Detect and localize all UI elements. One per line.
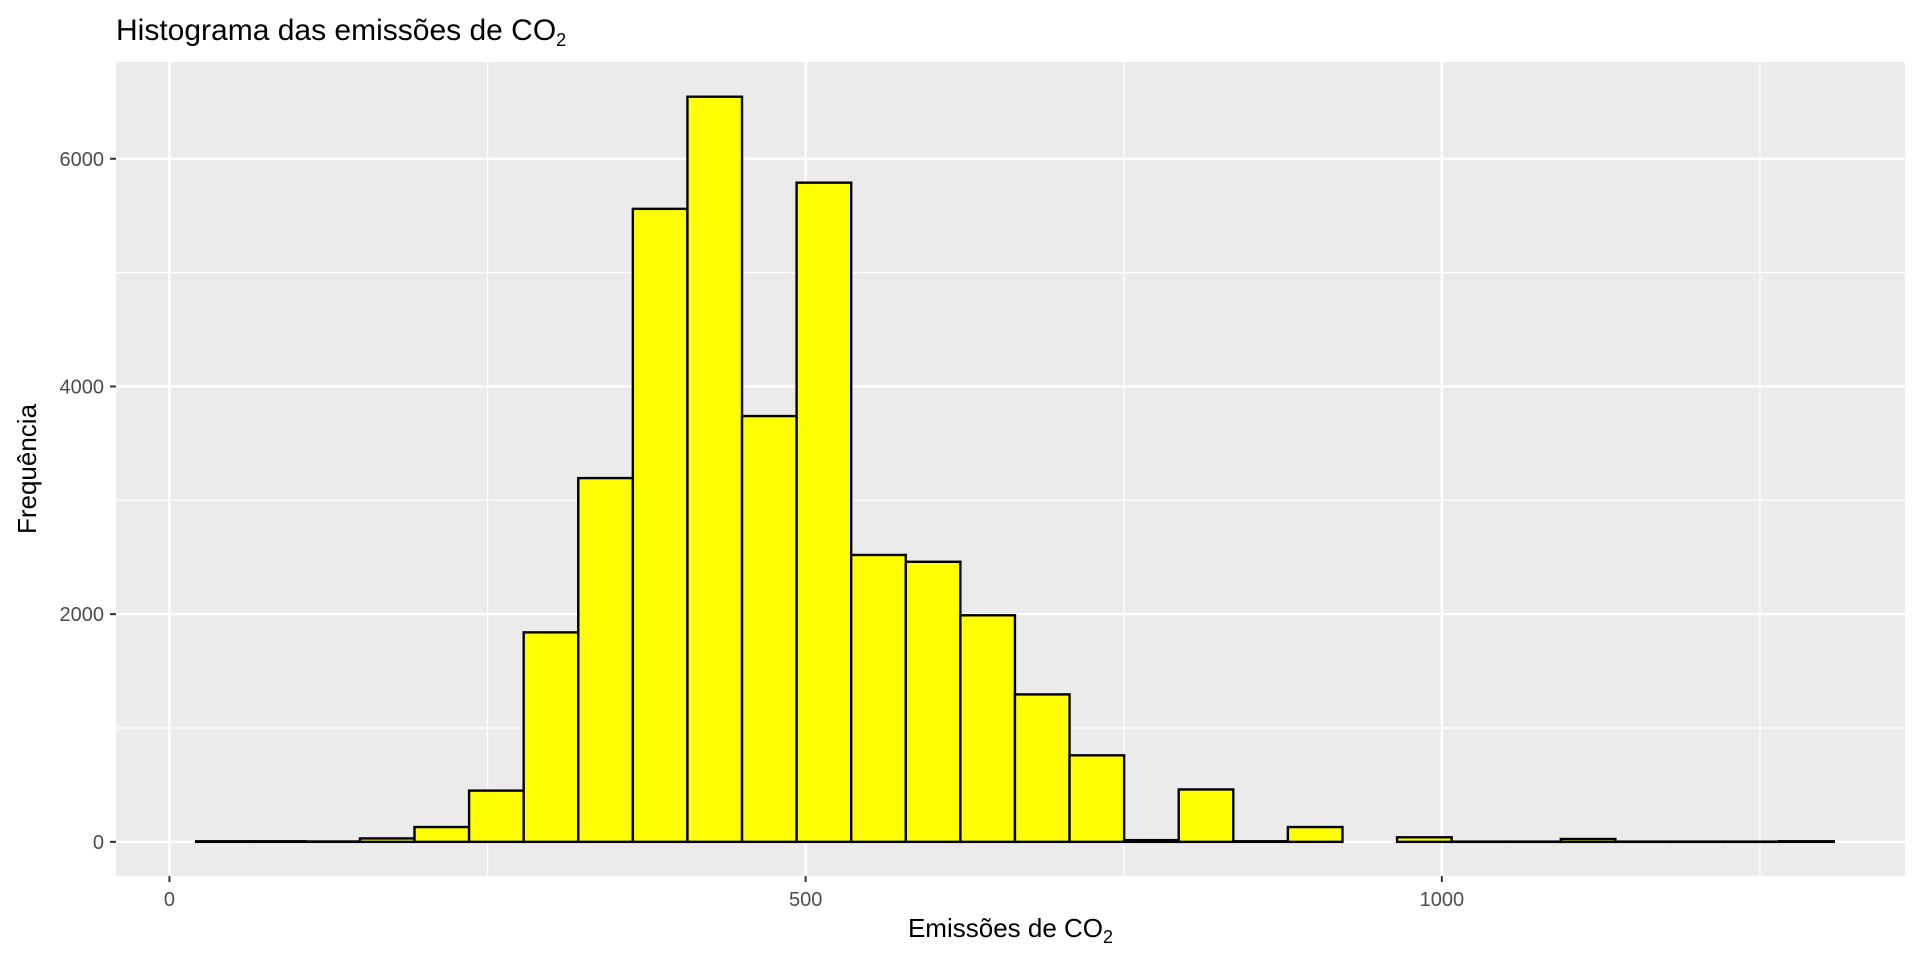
- histogram-bar: [1559, 837, 1617, 844]
- histogram-bar: [1177, 788, 1235, 844]
- histogram-bar: [740, 414, 798, 844]
- histogram-bar: [577, 476, 635, 844]
- x-axis-title-main: Emissões de CO: [908, 913, 1103, 943]
- x-tick-label: 0: [164, 889, 175, 911]
- chart-title-subscript: 2: [556, 30, 566, 50]
- histogram-bar: [1068, 754, 1126, 844]
- x-tick-label: 1000: [1420, 889, 1465, 911]
- y-tick-label: 6000: [60, 149, 105, 171]
- y-tick-label: 0: [93, 832, 104, 854]
- histogram-bar: [249, 840, 307, 844]
- histogram-bar: [1286, 825, 1344, 844]
- histogram-bar: [413, 825, 471, 844]
- x-tick-label: 500: [789, 889, 822, 911]
- histogram-bar: [1777, 840, 1835, 844]
- x-axis: 0 500 1000: [164, 876, 1464, 911]
- histogram-bar: [1395, 836, 1453, 844]
- histogram-bar: [631, 207, 689, 844]
- y-axis-title: Frequência: [12, 403, 42, 534]
- histogram-bars: [194, 95, 1835, 844]
- x-axis-title: Emissões de CO2: [908, 913, 1113, 947]
- y-tick-label: 4000: [60, 376, 105, 398]
- histogram-bar: [194, 840, 252, 844]
- chart-title: Histograma das emissões de CO2: [116, 14, 566, 50]
- histogram-bar: [1232, 840, 1290, 844]
- histogram-bar: [467, 789, 525, 844]
- histogram-bar: [1122, 838, 1180, 844]
- histogram-bar: [522, 631, 580, 844]
- histogram-bar: [795, 181, 853, 844]
- histogram-bar: [849, 553, 907, 844]
- histogram-bar: [904, 560, 962, 844]
- histogram-bar: [959, 614, 1017, 844]
- histogram-bar: [686, 95, 744, 844]
- x-axis-title-subscript: 2: [1103, 927, 1113, 947]
- chart-title-main: Histograma das emissões de CO: [116, 14, 556, 47]
- y-tick-label: 2000: [60, 604, 105, 626]
- histogram-bar: [1013, 693, 1071, 844]
- histogram-bar: [358, 837, 416, 844]
- y-axis: 0 2000 4000 6000: [60, 149, 116, 854]
